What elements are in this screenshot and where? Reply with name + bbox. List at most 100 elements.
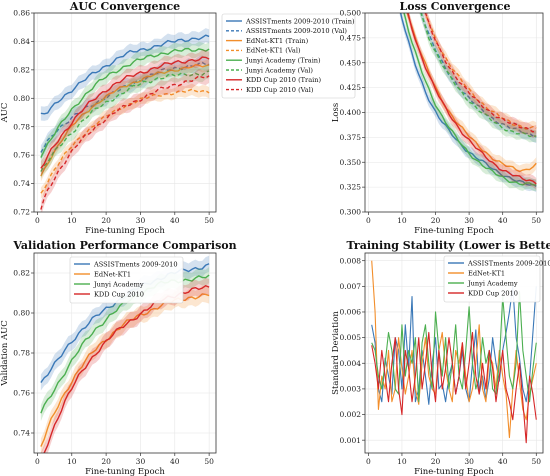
legend-entry: EdNet-KT1 [94,270,131,278]
series-line [40,70,210,172]
y-tick-label: 0.76 [13,389,30,398]
y-tick-label: 0.500 [340,9,362,18]
x-tick-label: 50 [204,457,214,466]
x-axis-label: Fine-tuning Epoch [414,467,494,476]
x-tick-label: 50 [204,216,214,225]
legend-entry: KDD Cup 2010 (Val) [246,86,314,94]
y-tick-label: 0.72 [13,208,30,217]
series-line [40,34,210,115]
y-tick-label: 0.008 [340,256,362,265]
y-tick-label: 0.300 [340,208,362,217]
legend-entry: ASSISTments 2009-2010 [93,260,178,268]
x-tick-label: 20 [101,216,111,225]
val-legend: ASSISTments 2009-2010 EdNet-KT1 Junyi Acad… [69,256,184,304]
y-axis-label: Validation AUC [0,320,10,387]
std-chart: 0 10 20 30 40 50 0.001 0.002 0.003 0.004 0.005 0.00… [331,239,550,476]
series-line [40,88,210,194]
auc-legend: ASSISTments 2009-2010 (Train) ASSISTments… [221,13,356,99]
series-line [406,13,537,173]
x-tick-label: 10 [397,457,407,466]
y-tick-label: 0.375 [340,133,362,142]
auc-title: AUC Convergence [69,0,180,13]
x-tick-label: 30 [136,457,146,466]
series-band [423,13,537,136]
std-title: Training Stability (Lower is Better) [347,239,550,252]
y-tick-label: 0.76 [13,151,30,160]
series-band [40,277,210,453]
x-tick-label: 50 [532,457,542,466]
series-line [403,13,537,186]
y-tick-label: 0.80 [13,309,30,318]
y-tick-label: 0.004 [340,359,362,368]
x-tick-label: 0 [366,457,371,466]
y-tick-label: 0.007 [340,282,362,291]
y-tick-label: 0.325 [340,183,362,192]
series-line [424,13,537,133]
auc-plot-area [40,28,210,212]
legend-box [221,13,356,99]
y-tick-label: 0.82 [13,269,30,278]
y-tick-label: 0.002 [340,410,362,419]
x-tick-label: 20 [431,457,441,466]
y-tick-label: 0.74 [13,429,30,438]
y-tick-label: 0.74 [13,179,30,188]
y-tick-label: 0.003 [340,384,362,393]
y-axis-label: Standard Deviation [331,311,341,395]
legend-entry: EdNet-KT1 [468,269,505,277]
loss-chart: 0 10 20 30 40 50 0.300 0.325 0.350 0.375 0.400 0.42… [331,0,544,236]
legend-entry: Junyi Academy [467,279,518,287]
x-tick-label: 40 [170,457,180,466]
legend-entry: KDD Cup 2010 [94,290,144,298]
legend-entry: Junyi Academy [93,280,144,288]
x-axis-label: Fine-tuning Epoch [85,226,165,236]
y-tick-label: 0.78 [13,122,30,131]
x-tick-label: 0 [35,457,40,466]
auc-chart: 0 10 20 30 40 50 0.72 0.74 0.76 0.78 0.80 0.82 0.84 0… [0,0,356,236]
x-tick-label: 20 [431,216,441,225]
y-tick-label: 0.78 [13,349,30,358]
series-band [40,49,210,176]
x-tick-label: 40 [498,216,508,225]
x-axis-label: Fine-tuning Epoch [414,226,494,236]
std-plot-area [371,260,537,444]
x-tick-label: 0 [366,216,371,225]
x-tick-label: 10 [397,216,407,225]
y-tick-label: 0.475 [340,33,362,42]
legend-entry: Junyi Academy (Val) [245,66,313,74]
y-tick-label: 0.006 [340,308,362,317]
x-tick-label: 40 [170,216,180,225]
series-band [419,13,537,144]
loss-title: Loss Convergence [400,0,511,13]
legend-entry: ASSISTments 2009-2010 (Train) [245,17,355,25]
y-axis-label: Loss [331,103,341,123]
legend-entry: EdNet-KT1 (Val) [246,47,301,55]
series-line [399,13,537,187]
series-line [407,13,537,185]
std-legend: ASSISTments 2009-2010 EdNet-KT1 Junyi Acad… [443,255,550,303]
series-line [40,47,210,158]
legend-entry: KDD Cup 2010 [468,289,518,297]
legend-entry: ASSISTments 2009-2010 (Val) [245,27,347,35]
x-tick-label: 10 [67,216,77,225]
series-line [371,331,537,444]
x-tick-label: 0 [35,216,40,225]
legend-entry: KDD Cup 2010 (Train) [246,76,321,84]
y-axis-label: AUC [0,103,10,124]
y-tick-label: 0.86 [13,9,30,18]
x-tick-label: 10 [67,457,77,466]
y-tick-label: 0.001 [340,436,361,445]
y-tick-label: 0.425 [340,83,362,92]
legend-box [69,256,184,304]
series-band [40,285,210,453]
loss-plot-area [399,13,537,193]
series-band [40,28,210,121]
legend-entry: Junyi Academy (Train) [245,57,321,65]
y-tick-label: 0.82 [13,65,30,74]
series-band [40,59,210,182]
series-band [419,13,537,143]
val-chart: 0 10 20 30 40 50 0.74 0.76 0.78 0.80 0.82 Validatio… [0,239,237,476]
y-tick-label: 0.80 [13,94,30,103]
series-band [399,13,537,193]
legend-entry: EdNet-KT1 (Train) [246,37,309,45]
